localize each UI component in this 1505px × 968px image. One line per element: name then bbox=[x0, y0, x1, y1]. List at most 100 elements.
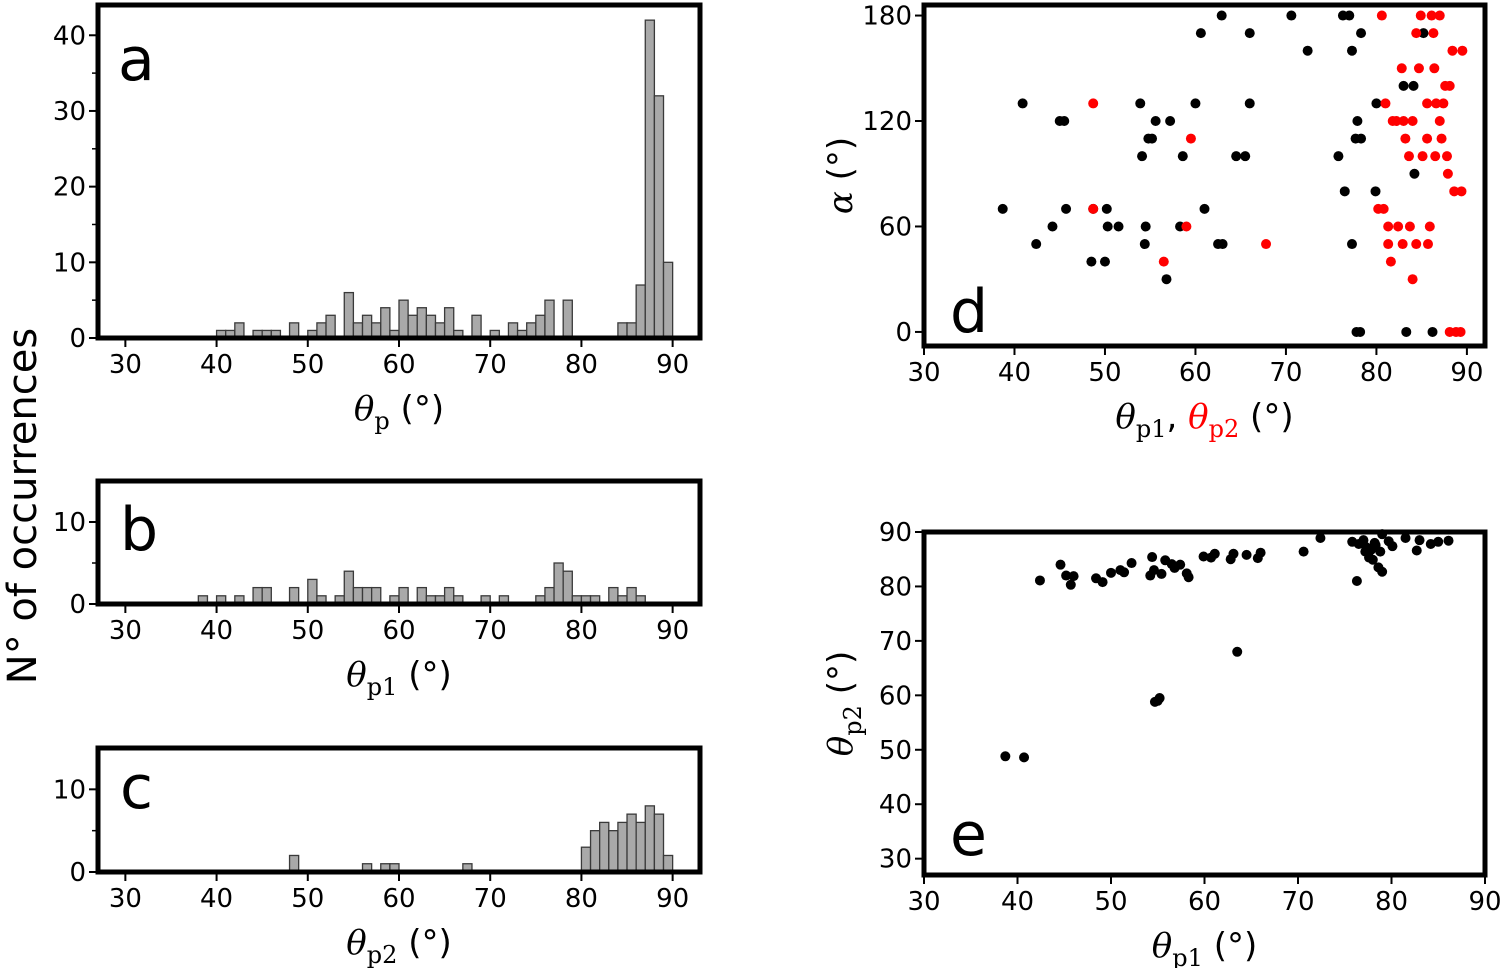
x-tick-label: 50 bbox=[1094, 887, 1127, 917]
y-tick-label: 10 bbox=[53, 508, 86, 538]
y-tick-label: 0 bbox=[895, 318, 912, 348]
scatter-point bbox=[1427, 326, 1438, 337]
scatter-point bbox=[1422, 239, 1433, 250]
panel-letter: b bbox=[120, 495, 158, 565]
x-tick-label: 70 bbox=[474, 350, 507, 380]
y-tick-label: 50 bbox=[879, 736, 912, 766]
histogram-bar bbox=[562, 299, 573, 339]
histogram-bar bbox=[626, 813, 637, 873]
y-tick-label: 0 bbox=[69, 324, 86, 354]
scatter-point bbox=[1165, 116, 1176, 127]
panel-e: 30 40 50 60 70 80 90 30 40 50 60 70 80 90 e θp1 (°) θp2 … bbox=[821, 518, 1502, 968]
scatter-point bbox=[1380, 98, 1391, 109]
scatter-point bbox=[1315, 532, 1326, 543]
plot-frame bbox=[921, 2, 1488, 349]
x-tick-label: 80 bbox=[565, 884, 598, 914]
x-tick-label: 90 bbox=[656, 616, 689, 646]
x-tick-label: 90 bbox=[656, 350, 689, 380]
y-tick-label: 40 bbox=[53, 21, 86, 51]
scatter-point bbox=[1371, 98, 1382, 109]
x-tick-label: 50 bbox=[291, 350, 324, 380]
scatter-point bbox=[1216, 10, 1227, 21]
histogram-bar bbox=[599, 821, 610, 873]
x-tick-label: 90 bbox=[1450, 358, 1483, 388]
scatter-point bbox=[1409, 168, 1420, 179]
scatter-point bbox=[1135, 98, 1146, 109]
scatter-point bbox=[1344, 10, 1355, 21]
x-axis-label: θp2 (°) bbox=[346, 923, 451, 968]
histogram-bar bbox=[425, 314, 437, 339]
scatter-point bbox=[1158, 256, 1169, 267]
scatter-point bbox=[1298, 546, 1309, 557]
x-tick-label: 50 bbox=[1088, 358, 1121, 388]
histogram-bar bbox=[343, 291, 355, 339]
scatter-point bbox=[1102, 221, 1113, 232]
scatter-point bbox=[1400, 133, 1411, 144]
scatter-point bbox=[1261, 239, 1272, 250]
x-axis-label: θp1 (°) bbox=[346, 655, 451, 701]
scatter-point bbox=[1403, 151, 1414, 162]
scatter-point bbox=[1443, 535, 1454, 546]
scatter-point bbox=[1430, 151, 1441, 162]
scatter-point bbox=[1106, 567, 1116, 578]
scatter-point bbox=[1434, 116, 1445, 127]
scatter-point bbox=[1019, 752, 1030, 763]
x-tick-label: 30 bbox=[907, 358, 940, 388]
x-axis-label: θp (°) bbox=[354, 389, 444, 435]
x-tick-label: 30 bbox=[109, 616, 142, 646]
scatter-point bbox=[1231, 151, 1242, 162]
x-tick-label: 80 bbox=[565, 616, 598, 646]
scatter-point bbox=[1140, 221, 1151, 232]
y-tick-label: 20 bbox=[53, 173, 86, 203]
x-tick-label: 40 bbox=[200, 616, 233, 646]
scatter-point bbox=[1352, 116, 1363, 127]
scatter-point bbox=[1385, 256, 1396, 267]
scatter-point bbox=[1000, 751, 1011, 762]
histogram-bar bbox=[325, 314, 336, 339]
histogram-bar bbox=[544, 299, 555, 339]
scatter-point bbox=[1447, 45, 1458, 56]
scatter-point bbox=[1436, 133, 1447, 144]
scatter-point bbox=[1422, 133, 1433, 144]
x-axis-label: θp1 (°) bbox=[1152, 926, 1257, 968]
scatter-point bbox=[1195, 28, 1206, 39]
x-tick-label: 70 bbox=[1269, 358, 1302, 388]
scatter-point bbox=[1356, 133, 1367, 144]
scatter-point bbox=[1061, 203, 1072, 214]
scatter-point bbox=[1339, 186, 1350, 197]
scatter-point bbox=[1404, 221, 1415, 232]
scatter-point bbox=[1455, 326, 1466, 337]
histogram-bar bbox=[343, 570, 355, 605]
shared-y-axis-label: N° of occurrences bbox=[0, 328, 46, 684]
scatter-point bbox=[1397, 239, 1408, 250]
y-tick-label: 30 bbox=[53, 97, 86, 127]
panel-letter: a bbox=[118, 25, 155, 95]
histogram-bar bbox=[662, 261, 674, 339]
histogram-bar bbox=[589, 830, 601, 873]
x-tick-label: 50 bbox=[291, 616, 324, 646]
histogram-bar bbox=[380, 307, 391, 339]
scatter-point bbox=[1383, 221, 1394, 232]
scatter-point bbox=[1086, 256, 1097, 267]
panel-letter: c bbox=[120, 753, 153, 823]
scatter-point bbox=[1097, 577, 1108, 588]
scatter-point bbox=[1356, 28, 1367, 39]
scatter-point bbox=[1055, 559, 1066, 570]
plot-frame bbox=[95, 478, 703, 607]
scatter-point bbox=[1442, 168, 1453, 179]
x-tick-label: 40 bbox=[1001, 887, 1034, 917]
scatter-point bbox=[1383, 239, 1394, 250]
scatter-point bbox=[1198, 551, 1209, 562]
scatter-point bbox=[1119, 567, 1130, 578]
scatter-point bbox=[1396, 63, 1407, 74]
histogram-bar bbox=[644, 805, 656, 873]
y-tick-label: 120 bbox=[862, 107, 912, 137]
x-tick-label: 70 bbox=[1281, 887, 1314, 917]
x-tick-label: 40 bbox=[200, 350, 233, 380]
x-tick-label: 90 bbox=[656, 884, 689, 914]
scatter-point bbox=[1456, 186, 1467, 197]
scatter-point bbox=[1376, 10, 1387, 21]
y-tick-label: 0 bbox=[69, 590, 86, 620]
scatter-point bbox=[1346, 239, 1357, 250]
